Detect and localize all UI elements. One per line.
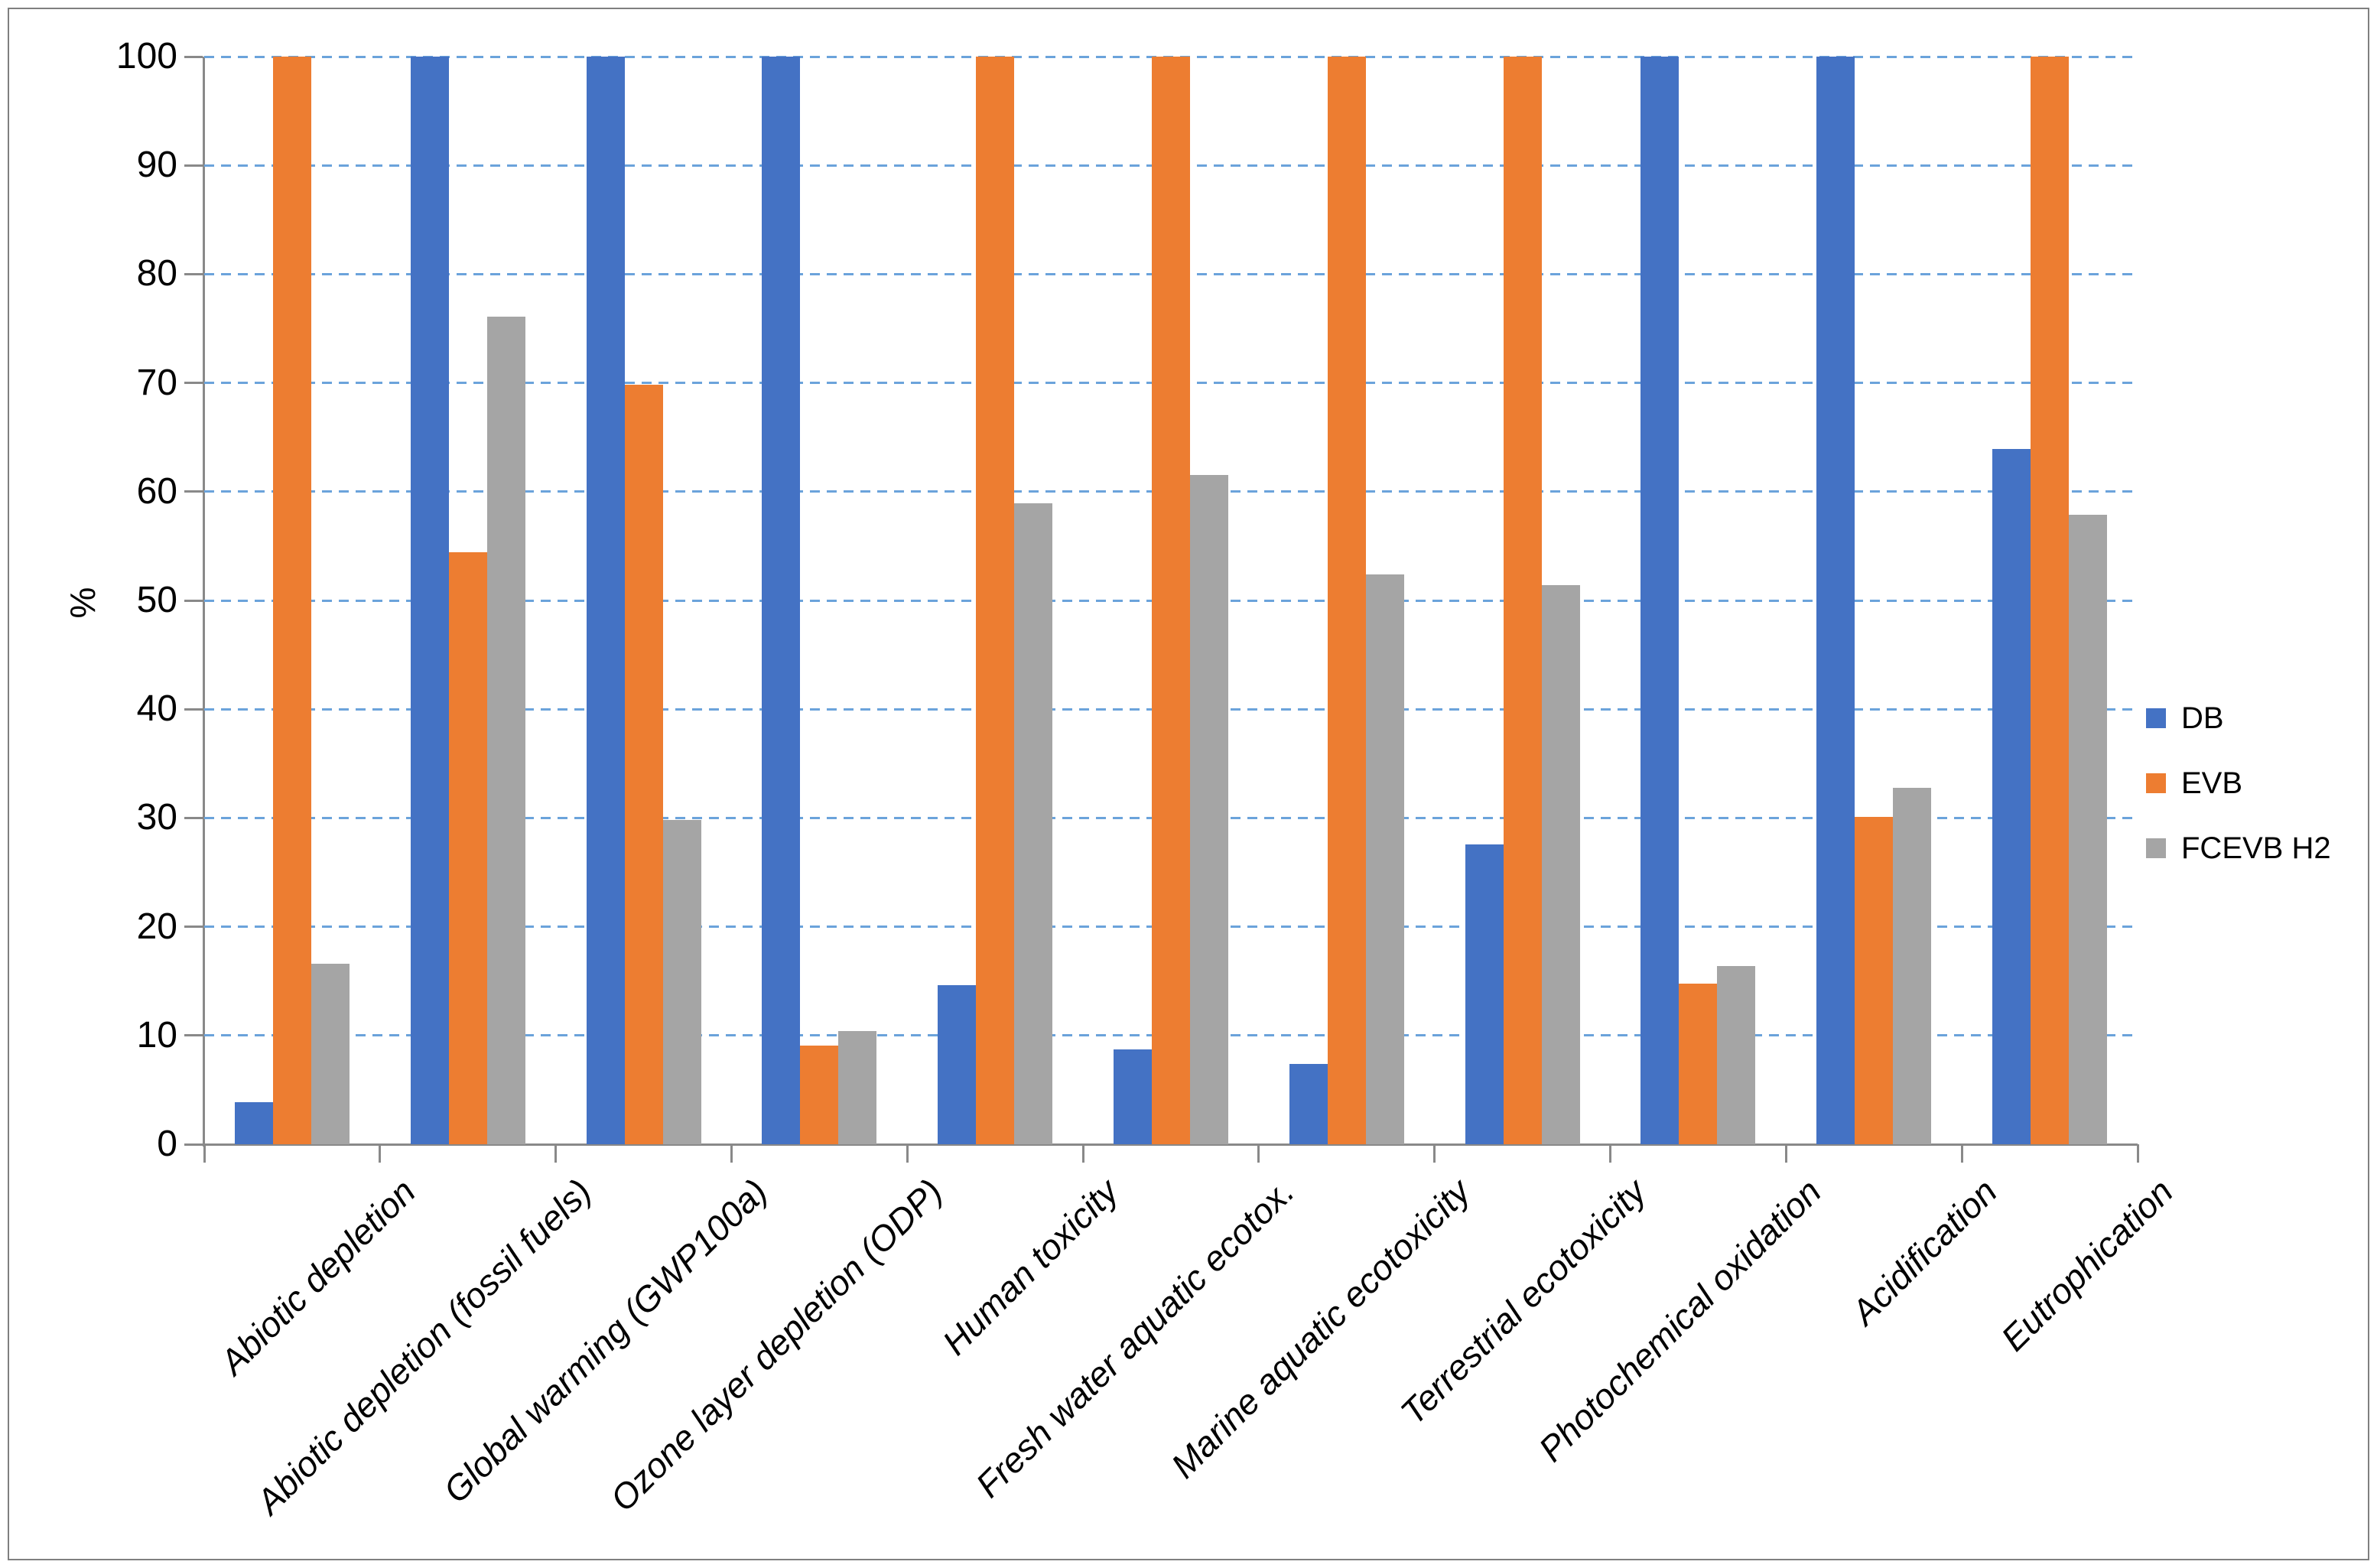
y-tick-label-20: 20 bbox=[136, 906, 177, 947]
bar-evb-4 bbox=[800, 1045, 839, 1144]
x-axis-tick-11 bbox=[2136, 1144, 2139, 1163]
bar-group-5 bbox=[907, 57, 1083, 1144]
bar-fcevb-h2-5 bbox=[1014, 503, 1053, 1144]
bar-evb-3 bbox=[624, 385, 663, 1144]
legend-label: FCEVB H2 bbox=[2181, 831, 2331, 865]
y-axis-tick-70 bbox=[184, 382, 203, 385]
bar-evb-9 bbox=[1679, 983, 1718, 1144]
chart-frame bbox=[8, 8, 2369, 1560]
bar-db-11 bbox=[1992, 449, 2031, 1144]
x-axis-line bbox=[204, 1143, 2138, 1146]
bar-fcevb-h2-1 bbox=[311, 963, 350, 1144]
y-tick-label-50: 50 bbox=[136, 580, 177, 620]
bar-fcevb-h2-7 bbox=[1365, 574, 1404, 1144]
legend-swatch-icon bbox=[2146, 838, 2166, 858]
bar-db-3 bbox=[586, 57, 625, 1144]
y-axis-tick-20 bbox=[184, 926, 203, 929]
x-axis-tick-2 bbox=[554, 1144, 558, 1163]
bar-db-6 bbox=[1113, 1049, 1152, 1144]
bar-db-7 bbox=[1289, 1063, 1328, 1144]
bar-fcevb-h2-9 bbox=[1717, 965, 1756, 1144]
bar-db-1 bbox=[234, 1101, 273, 1144]
bar-db-10 bbox=[1816, 57, 1855, 1144]
bar-fcevb-h2-8 bbox=[1541, 585, 1580, 1144]
bar-group-6 bbox=[1083, 57, 1259, 1144]
bar-evb-6 bbox=[1151, 57, 1190, 1144]
y-axis-title: % bbox=[63, 587, 102, 619]
x-axis-tick-3 bbox=[730, 1144, 733, 1163]
y-tick-label-10: 10 bbox=[136, 1014, 177, 1056]
legend: DB EVB FCEVB H2 bbox=[2146, 703, 2368, 898]
bar-evb-1 bbox=[272, 57, 311, 1144]
bar-group-10 bbox=[1786, 57, 1962, 1144]
y-axis-tick-100 bbox=[184, 55, 203, 58]
bar-db-8 bbox=[1465, 844, 1504, 1144]
legend-swatch-icon bbox=[2146, 708, 2166, 728]
y-axis-tick-50 bbox=[184, 599, 203, 602]
bar-db-2 bbox=[410, 57, 449, 1144]
legend-item-db: DB bbox=[2146, 703, 2368, 734]
bar-evb-11 bbox=[2031, 57, 2070, 1144]
x-axis-tick-8 bbox=[1609, 1144, 1612, 1163]
bar-evb-8 bbox=[1503, 57, 1542, 1144]
x-axis-tick-9 bbox=[1784, 1144, 1787, 1163]
y-tick-label-30: 30 bbox=[136, 797, 177, 838]
x-axis-tick-10 bbox=[1960, 1144, 1963, 1163]
bar-fcevb-h2-10 bbox=[1893, 787, 1932, 1144]
y-tick-label-60: 60 bbox=[136, 470, 177, 512]
bar-group-1 bbox=[204, 57, 380, 1144]
bar-fcevb-h2-6 bbox=[1189, 475, 1228, 1144]
bar-group-4 bbox=[731, 57, 907, 1144]
y-axis-tick-30 bbox=[184, 816, 203, 819]
bar-db-4 bbox=[762, 57, 801, 1144]
y-tick-label-80: 80 bbox=[136, 253, 177, 294]
y-tick-label-40: 40 bbox=[136, 688, 177, 730]
y-tick-label-0: 0 bbox=[157, 1124, 177, 1164]
bar-group-7 bbox=[1259, 57, 1435, 1144]
bar-evb-10 bbox=[1855, 816, 1894, 1144]
y-axis-tick-10 bbox=[184, 1034, 203, 1037]
y-tick-label-90: 90 bbox=[136, 145, 177, 186]
bar-evb-2 bbox=[448, 552, 487, 1144]
bar-fcevb-h2-2 bbox=[486, 316, 525, 1144]
bar-group-9 bbox=[1611, 57, 1787, 1144]
legend-label: EVB bbox=[2181, 766, 2243, 800]
y-tick-label-100: 100 bbox=[115, 36, 177, 76]
bar-group-11 bbox=[1962, 57, 2138, 1144]
x-axis-tick-0 bbox=[203, 1144, 206, 1163]
bar-evb-5 bbox=[976, 57, 1015, 1144]
bar-evb-7 bbox=[1327, 57, 1366, 1144]
x-axis-tick-7 bbox=[1433, 1144, 1436, 1163]
y-axis-tick-90 bbox=[184, 164, 203, 167]
bar-group-3 bbox=[556, 57, 732, 1144]
bar-group-2 bbox=[380, 57, 556, 1144]
bar-fcevb-h2-11 bbox=[2069, 514, 2108, 1144]
x-axis-tick-5 bbox=[1081, 1144, 1084, 1163]
bar-db-9 bbox=[1640, 57, 1680, 1144]
plot-area: 0 10 20 30 40 50 60 70 80 90 100 Abiotic depletion A… bbox=[116, 37, 2180, 1522]
y-axis-tick-40 bbox=[184, 708, 203, 711]
bar-db-5 bbox=[938, 985, 977, 1144]
y-axis-tick-60 bbox=[184, 490, 203, 493]
x-axis-tick-4 bbox=[906, 1144, 909, 1163]
y-tick-label-70: 70 bbox=[136, 362, 177, 403]
legend-swatch-icon bbox=[2146, 773, 2166, 793]
y-axis-tick-0 bbox=[184, 1143, 203, 1146]
legend-item-evb: EVB bbox=[2146, 768, 2368, 799]
x-axis-tick-6 bbox=[1257, 1144, 1260, 1163]
x-axis-tick-1 bbox=[379, 1144, 382, 1163]
bar-fcevb-h2-3 bbox=[662, 820, 701, 1144]
bar-fcevb-h2-4 bbox=[838, 1031, 877, 1144]
legend-item-fcevb-h2: FCEVB H2 bbox=[2146, 833, 2368, 864]
bar-group-8 bbox=[1435, 57, 1611, 1144]
y-axis-line bbox=[203, 57, 205, 1147]
y-axis-tick-80 bbox=[184, 272, 203, 275]
legend-label: DB bbox=[2181, 701, 2224, 735]
